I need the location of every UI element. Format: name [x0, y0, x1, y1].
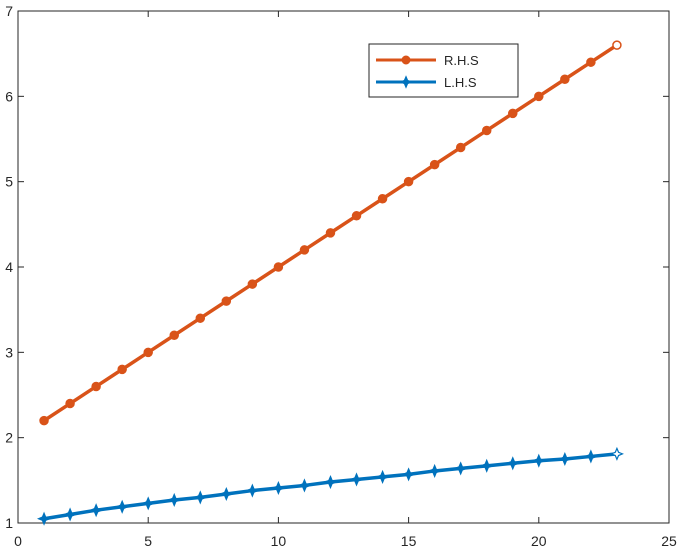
- data-point-r-h-s: [612, 40, 622, 50]
- data-point-l-h-s: [271, 480, 286, 496]
- axis-ticks: 0 5 10 15 20 25 1 2 3 4 5 6 7: [5, 3, 677, 549]
- data-point-l-h-s: [583, 449, 598, 464]
- legend-marker-lhs: [399, 75, 413, 89]
- x-tick-label: 25: [661, 533, 677, 549]
- legend: R.H.S L.H.S: [368, 43, 519, 98]
- series-layer: [36, 40, 624, 526]
- data-point-r-h-s: [429, 159, 440, 170]
- data-point-r-h-s: [560, 74, 570, 85]
- legend-marker-rhs: [401, 55, 411, 65]
- legend-label-lhs: L.H.S: [444, 75, 477, 90]
- data-point-l-h-s: [245, 483, 260, 498]
- data-point-r-h-s: [534, 91, 544, 102]
- data-point-r-h-s: [91, 381, 101, 392]
- data-point-l-h-s: [557, 451, 572, 467]
- x-tick-label: 20: [531, 533, 547, 549]
- data-point-r-h-s: [403, 176, 414, 187]
- x-tick-label: 5: [144, 533, 152, 549]
- data-point-l-h-s: [115, 499, 130, 514]
- x-tick-label: 15: [401, 533, 417, 549]
- data-point-l-h-s: [193, 490, 208, 505]
- y-tick-label: 3: [5, 344, 13, 360]
- data-point-r-h-s: [273, 262, 284, 272]
- data-point-l-h-s: [531, 453, 546, 468]
- data-point-r-h-s: [586, 57, 596, 67]
- legend-label-rhs: R.H.S: [444, 53, 479, 68]
- x-tick-label: 10: [271, 533, 287, 549]
- y-tick-label: 7: [5, 3, 13, 19]
- data-point-l-h-s: [479, 458, 494, 473]
- plot-area: [17, 10, 670, 524]
- y-tick-label: 2: [5, 430, 13, 446]
- data-point-l-h-s: [609, 446, 624, 461]
- data-point-l-h-s: [349, 472, 364, 487]
- y-tick-label: 1: [5, 515, 13, 531]
- data-point-r-h-s: [169, 330, 179, 341]
- data-point-r-h-s: [351, 211, 362, 221]
- data-point-l-h-s: [89, 503, 104, 518]
- data-point-l-h-s: [323, 474, 338, 490]
- data-point-r-h-s: [195, 313, 206, 323]
- data-point-l-h-s: [427, 463, 442, 478]
- data-point-l-h-s: [219, 486, 234, 502]
- data-point-r-h-s: [377, 193, 388, 204]
- data-point-l-h-s: [401, 467, 416, 482]
- data-point-l-h-s: [141, 496, 156, 511]
- y-tick-label: 5: [5, 174, 13, 190]
- data-point-r-h-s: [481, 125, 492, 136]
- data-point-l-h-s: [297, 478, 312, 493]
- data-point-l-h-s: [453, 461, 468, 476]
- data-point-l-h-s: [167, 492, 182, 508]
- legend-box: [368, 43, 519, 98]
- data-point-l-h-s: [375, 469, 390, 484]
- data-point-r-h-s: [299, 245, 310, 255]
- data-point-l-h-s: [63, 507, 78, 522]
- x-tick-label: 0: [14, 533, 22, 549]
- y-tick-label: 4: [5, 259, 13, 275]
- data-point-r-h-s: [143, 347, 153, 358]
- data-point-r-h-s: [65, 398, 75, 409]
- data-point-r-h-s: [39, 415, 49, 426]
- data-point-r-h-s: [221, 296, 232, 306]
- y-tick-label: 6: [5, 88, 13, 104]
- data-point-l-h-s: [36, 511, 52, 526]
- data-point-r-h-s: [117, 364, 127, 375]
- data-point-r-h-s: [455, 142, 466, 153]
- data-point-r-h-s: [325, 228, 336, 238]
- data-point-r-h-s: [247, 279, 258, 289]
- data-point-r-h-s: [508, 108, 518, 119]
- data-point-l-h-s: [505, 456, 520, 471]
